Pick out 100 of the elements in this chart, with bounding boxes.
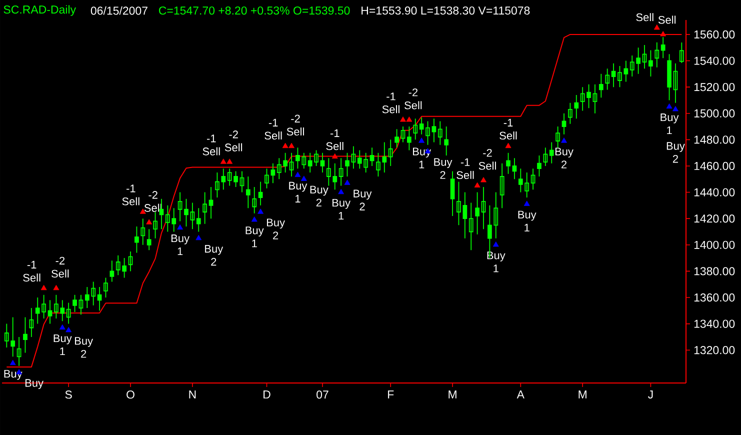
point xyxy=(196,234,202,240)
y-tick-label: 1460.00 xyxy=(694,162,735,170)
x-tick-label: 07 xyxy=(316,390,328,399)
candlestick xyxy=(338,158,344,186)
point xyxy=(59,324,66,330)
annotation: -1 Sell xyxy=(456,158,474,180)
chart-title: SC.RAD-Daily xyxy=(4,5,76,16)
point xyxy=(146,219,152,224)
candlestick xyxy=(679,42,684,64)
point xyxy=(294,172,301,177)
candlestick xyxy=(654,42,660,68)
candlestick xyxy=(537,155,542,177)
candlestick xyxy=(78,294,84,316)
annotation: -1 Sell xyxy=(202,134,220,156)
candlestick xyxy=(556,126,560,148)
y-tick-label: 1480.00 xyxy=(694,136,735,144)
annotation: Buy 2 xyxy=(354,190,372,210)
candlestick xyxy=(660,36,666,59)
point xyxy=(418,138,425,143)
candlestick xyxy=(444,126,449,156)
candlestick xyxy=(475,192,480,235)
annotation: Sell xyxy=(636,13,654,22)
y-tick-label: 1560.00 xyxy=(694,30,735,39)
candlestick xyxy=(208,186,214,220)
text: C=1547.70 +8.20 +0.53% O=1539.50 xyxy=(158,6,350,15)
annotation: -1 Sell xyxy=(326,129,344,150)
point xyxy=(524,200,530,206)
candlestick xyxy=(184,198,188,227)
y-tick-label: 1420.00 xyxy=(694,214,735,223)
x-tick-label: O xyxy=(126,390,134,399)
candlestick xyxy=(110,260,114,282)
x-tick-label: J xyxy=(648,390,653,399)
candlestick xyxy=(153,212,158,239)
candlestick xyxy=(202,192,208,224)
point xyxy=(480,177,486,182)
candlestick xyxy=(370,147,374,166)
candlestick xyxy=(673,62,678,104)
point xyxy=(400,116,406,122)
annotation: Buy 2 xyxy=(75,337,94,358)
annotation: Buy 1 xyxy=(332,198,351,220)
annotation: Buy 2 xyxy=(434,158,452,179)
candlestick xyxy=(246,176,250,209)
candlestick xyxy=(16,336,22,366)
annotation: Buy 1 xyxy=(518,210,536,232)
x-tick-label: M xyxy=(448,390,456,398)
x-tick-label: D xyxy=(264,390,270,398)
candlestick xyxy=(146,228,152,251)
x-tick-label: M xyxy=(578,390,586,398)
point xyxy=(251,216,258,222)
candlestick xyxy=(23,316,28,354)
candlestick xyxy=(512,158,517,180)
candlestick xyxy=(128,251,133,272)
annotation: Buy 2 xyxy=(205,245,224,266)
point xyxy=(66,326,72,332)
candlestick xyxy=(394,128,399,148)
candlestick xyxy=(388,139,393,166)
candlestick xyxy=(140,218,146,246)
candlestick xyxy=(500,162,504,209)
point xyxy=(344,180,350,185)
candlestick xyxy=(66,302,71,324)
annotation: Buy 2 xyxy=(266,218,286,240)
candlestick xyxy=(196,208,201,232)
y-tick-label: 1400.00 xyxy=(694,240,735,249)
candlestick xyxy=(400,126,406,143)
annotation: Buy 1 xyxy=(289,182,308,202)
candlestick xyxy=(543,147,548,166)
candlestick xyxy=(605,68,610,90)
annotation: Buy 1 xyxy=(54,334,72,356)
annotation: -2 Sell xyxy=(286,114,304,136)
candlestick xyxy=(407,126,412,151)
point xyxy=(226,158,233,164)
annotation: -2 Sell xyxy=(478,148,496,170)
point xyxy=(53,284,60,290)
y-tick-label: 1500.00 xyxy=(694,109,735,118)
candlestick xyxy=(549,142,554,164)
point xyxy=(220,158,226,164)
candlestick xyxy=(190,202,195,230)
y-tick-label: 1440.00 xyxy=(694,188,735,196)
candlestick xyxy=(252,186,257,214)
point xyxy=(258,208,264,214)
candlestick xyxy=(530,168,536,190)
candlestick xyxy=(29,308,34,338)
candlestick xyxy=(574,94,579,120)
point xyxy=(666,103,672,109)
candlestick xyxy=(642,44,647,70)
candlestick xyxy=(264,168,269,189)
point xyxy=(177,224,184,230)
point xyxy=(654,24,660,30)
candlestick xyxy=(468,202,474,251)
point xyxy=(474,182,480,188)
candlestick xyxy=(481,186,486,230)
candlestick xyxy=(648,50,653,77)
candlestick xyxy=(258,181,263,206)
point xyxy=(492,241,499,247)
y-tick-label: 1540.00 xyxy=(694,56,735,65)
candlestick xyxy=(598,73,604,98)
point xyxy=(300,176,307,181)
y-tick-label: 1360.00 xyxy=(694,293,735,302)
candlestick xyxy=(134,226,139,254)
annotation: -1 Sell xyxy=(382,92,400,114)
